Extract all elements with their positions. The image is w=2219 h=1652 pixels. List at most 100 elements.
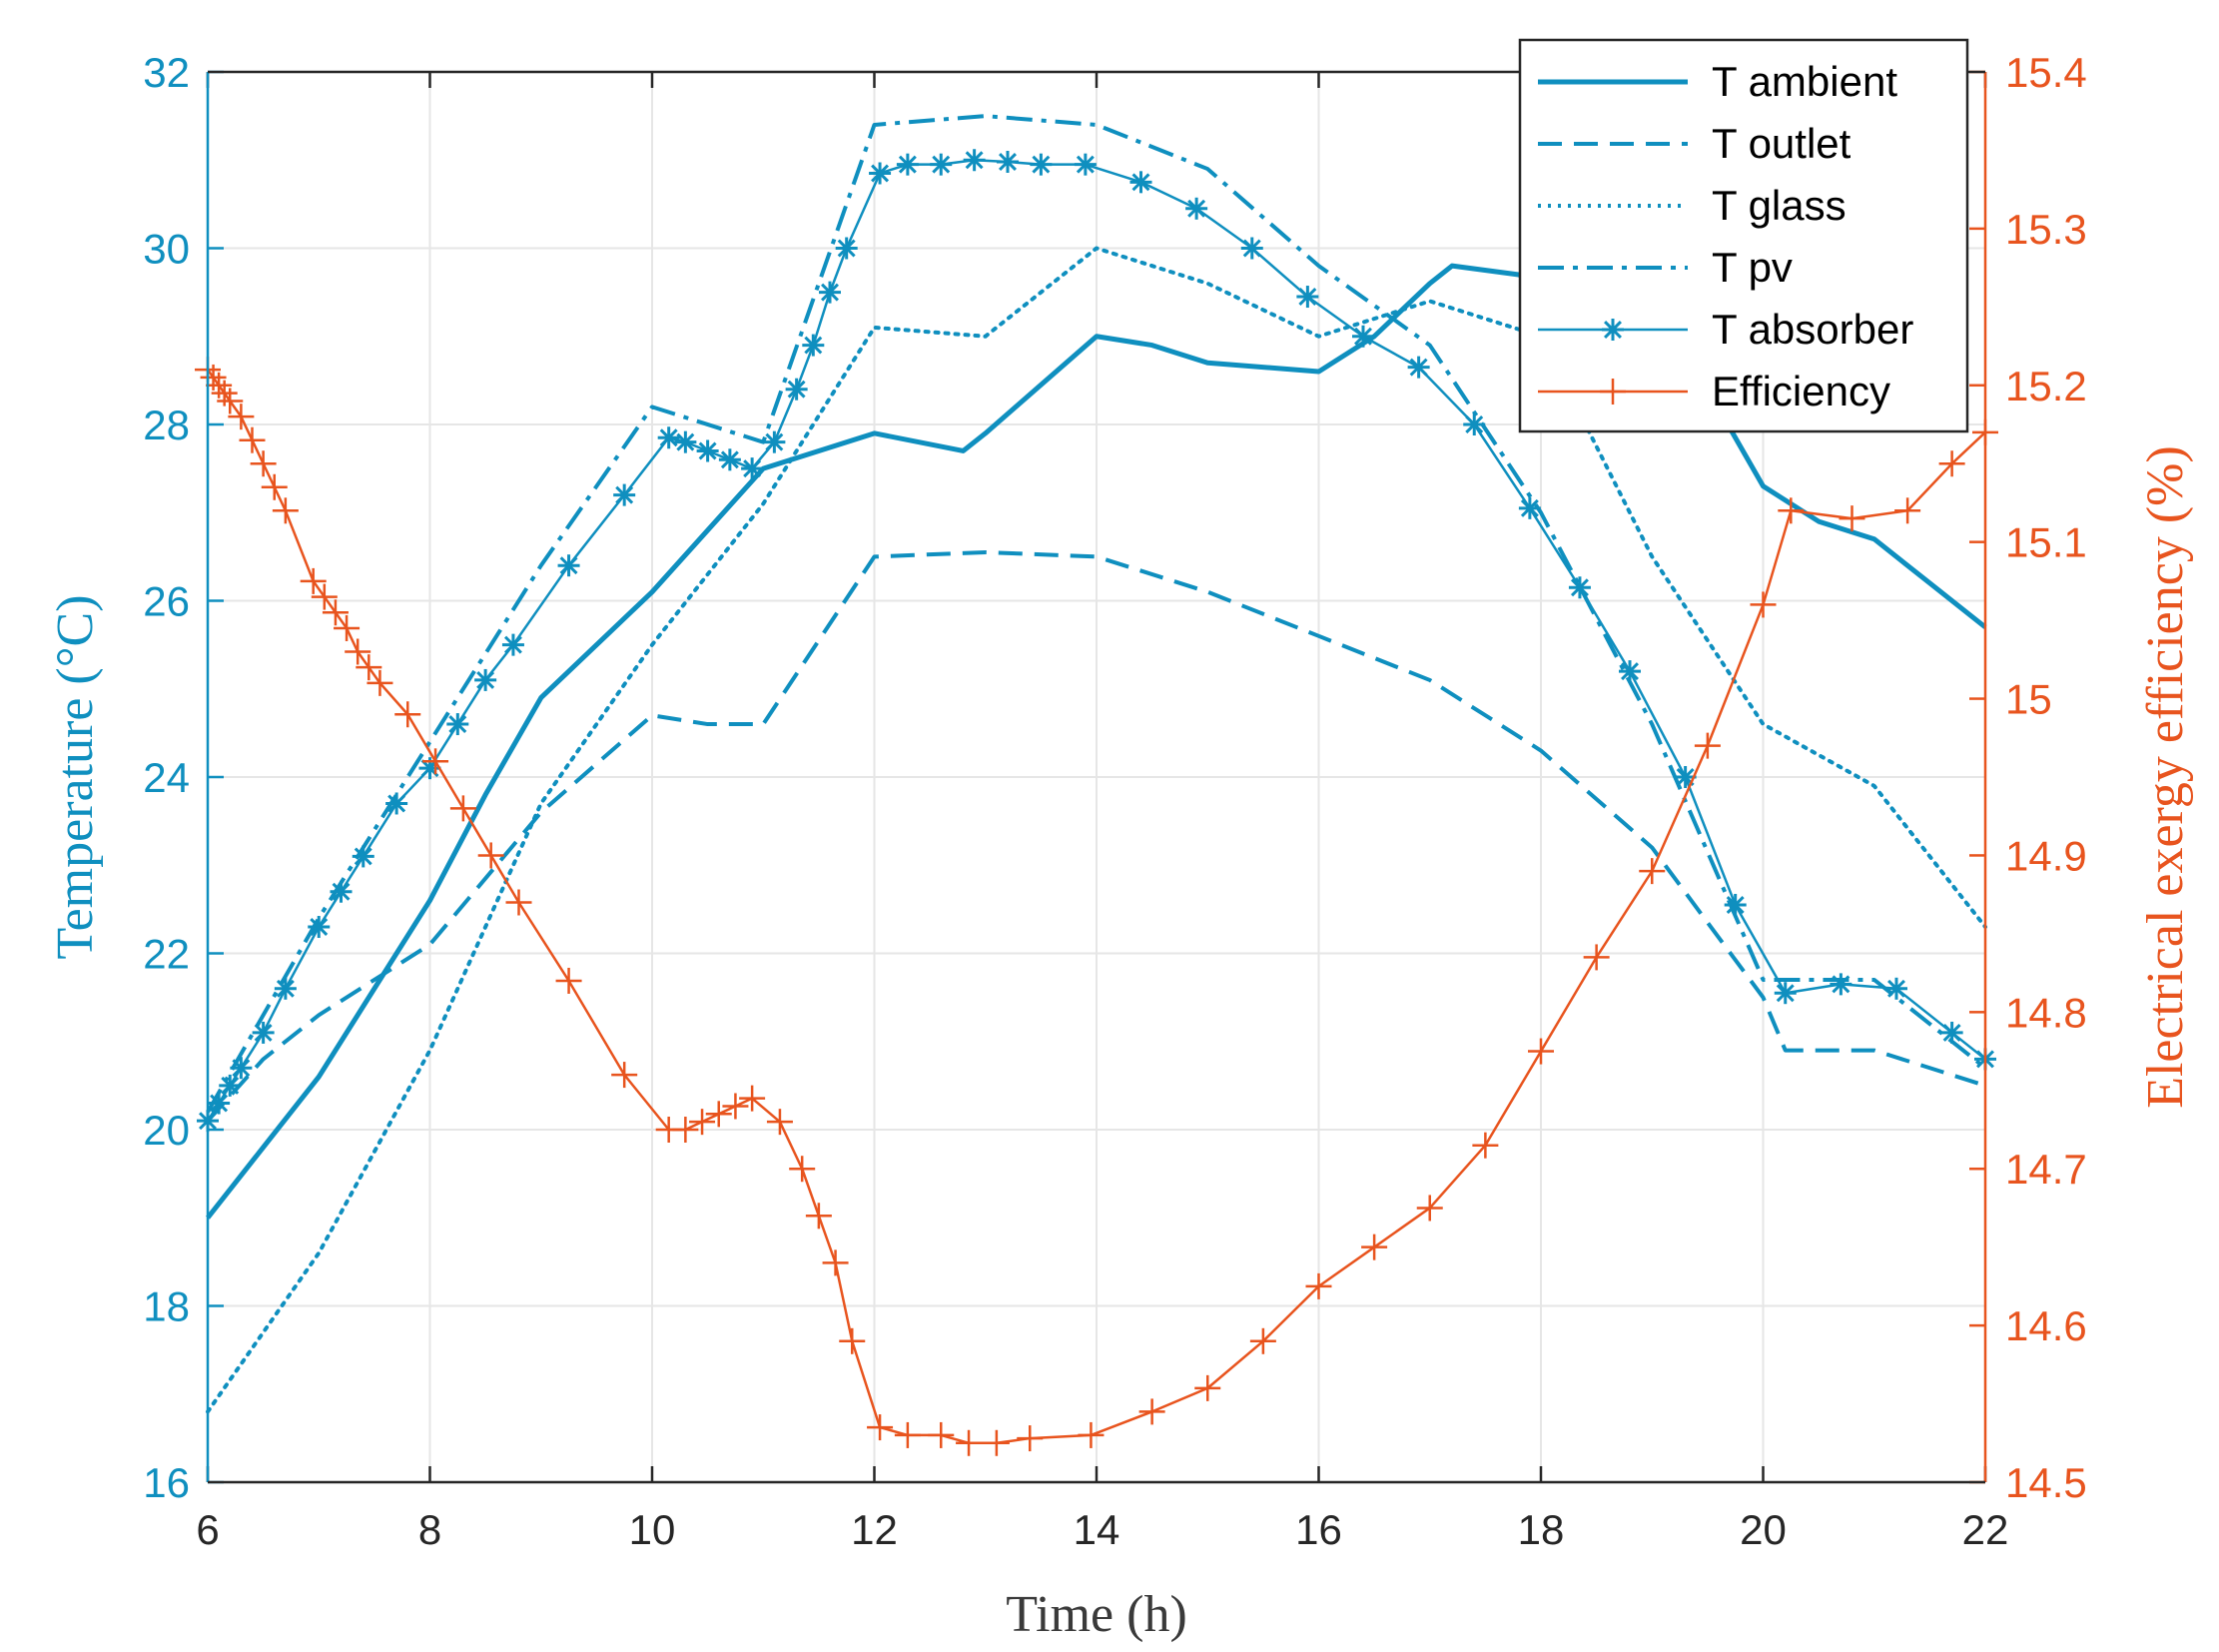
marker-t-absorber	[210, 1094, 229, 1113]
right-y-tick-label: 15.2	[2005, 363, 2087, 410]
marker-t-absorber	[559, 556, 578, 575]
marker-t-absorber	[221, 1076, 240, 1095]
legend-marker-t-absorber	[1604, 321, 1622, 339]
data-point-efficiency	[839, 1327, 866, 1354]
left-y-tick-label: 24	[143, 754, 190, 801]
data-point-efficiency	[1361, 1234, 1388, 1260]
marker-t-absorber	[1032, 155, 1051, 174]
marker-t-absorber	[821, 283, 839, 302]
data-point-efficiency	[766, 1109, 793, 1136]
x-tick-label: 12	[851, 1506, 898, 1553]
marker-t-absorber	[871, 164, 890, 183]
x-tick-label: 10	[629, 1506, 676, 1553]
marker-t-absorber	[1726, 895, 1745, 914]
legend-label-t-outlet: T outlet	[1712, 120, 1851, 167]
x-tick-label: 22	[1962, 1506, 2009, 1553]
data-point-t-absorber	[501, 633, 524, 656]
data-point-efficiency	[722, 1093, 749, 1120]
marker-t-absorber	[332, 882, 351, 901]
data-point-efficiency	[805, 1203, 832, 1230]
data-point-t-absorber	[274, 977, 297, 1000]
marker-t-absorber	[1187, 199, 1206, 218]
data-point-efficiency	[1894, 497, 1921, 524]
marker-t-absorber	[476, 670, 495, 689]
data-point-efficiency	[449, 795, 476, 822]
right-axis-title: Electrical exergy efficiency (%)	[2137, 445, 2194, 1109]
right-y-tick-label: 14.5	[2005, 1459, 2087, 1506]
data-point-t-absorber	[1030, 153, 1053, 176]
data-point-efficiency	[705, 1101, 732, 1128]
data-point-efficiency	[1017, 1425, 1044, 1452]
x-tick-label: 14	[1074, 1506, 1120, 1553]
data-point-efficiency	[1194, 1374, 1221, 1401]
marker-t-absorber	[615, 485, 634, 504]
data-point-efficiency	[367, 669, 393, 696]
data-point-efficiency	[1305, 1272, 1332, 1299]
data-point-t-absorber	[785, 378, 808, 401]
right-y-tick-label: 14.7	[2005, 1146, 2087, 1193]
marker-t-absorber	[1942, 1023, 1961, 1042]
data-point-t-absorber	[330, 880, 353, 903]
data-point-efficiency	[311, 583, 338, 610]
data-point-t-absorber	[1185, 197, 1208, 220]
data-point-t-absorber	[557, 554, 580, 577]
left-y-tick-label: 18	[143, 1283, 190, 1330]
marker-t-absorber	[1776, 984, 1795, 1003]
data-point-t-absorber	[1885, 977, 1907, 1000]
marker-t-absorber	[354, 847, 372, 866]
marker-t-absorber	[787, 380, 806, 399]
x-tick-label: 16	[1295, 1506, 1342, 1553]
data-point-t-absorber	[230, 1057, 253, 1080]
legend-item-t-outlet: T outlet	[1538, 120, 1851, 167]
marker-t-absorber	[1832, 975, 1850, 994]
tick-labels: 6 8 10 12 14 16 18 20 22 16 18 20 22 24 26 28 30 32 14.5 14…	[143, 49, 2086, 1553]
data-point-efficiency	[928, 1421, 955, 1448]
data-point-t-absorber	[385, 792, 408, 815]
marker-t-absorber	[1131, 173, 1150, 192]
legend-item-t-absorber: T absorber	[1538, 306, 1913, 353]
data-point-t-absorber	[930, 153, 953, 176]
data-point-efficiency	[394, 701, 421, 728]
legend-label-t-ambient: T ambient	[1712, 58, 1897, 105]
data-point-efficiency	[300, 567, 327, 594]
marker-t-absorber	[1242, 239, 1261, 258]
data-point-t-absorber	[1074, 153, 1097, 176]
marker-t-absorber	[898, 155, 917, 174]
data-point-t-absorber	[219, 1074, 242, 1097]
data-point-t-absorber	[252, 1021, 275, 1044]
data-point-efficiency	[261, 473, 288, 500]
data-point-t-absorber	[896, 153, 919, 176]
marker-t-absorber	[232, 1059, 251, 1078]
series-line-t-outlet	[206, 549, 1986, 1123]
data-point-t-absorber	[1240, 237, 1263, 260]
marker-t-absorber	[1676, 768, 1695, 786]
left-y-tick-label: 32	[143, 49, 190, 96]
x-tick-label: 8	[418, 1506, 441, 1553]
marker-t-absorber	[999, 153, 1017, 171]
marker-t-absorber	[676, 432, 695, 451]
series-t-ambient	[206, 263, 1987, 1220]
data-point-efficiency	[1639, 858, 1666, 885]
data-point-t-absorber	[696, 439, 719, 462]
data-point-efficiency	[611, 1062, 638, 1089]
left-y-tick-label: 28	[143, 402, 190, 448]
marker-t-absorber	[1298, 288, 1317, 307]
left-axis-title: Temperature (°C)	[47, 594, 104, 959]
legend-label-t-absorber: T absorber	[1712, 306, 1913, 353]
left-y-tick-label: 30	[143, 226, 190, 273]
left-y-tick-label: 22	[143, 931, 190, 978]
right-y-tick-label: 15.4	[2005, 49, 2087, 96]
marker-t-absorber	[387, 794, 406, 813]
marker-t-absorber	[310, 918, 329, 937]
data-point-efficiency	[1583, 944, 1610, 971]
data-point-t-absorber	[613, 483, 636, 506]
legend-item-t-ambient: T ambient	[1538, 58, 1897, 105]
legend-item-efficiency: Efficiency	[1538, 368, 1890, 414]
data-point-efficiency	[1416, 1195, 1443, 1222]
data-point-efficiency	[555, 967, 582, 994]
left-y-tick-label: 20	[143, 1107, 190, 1154]
right-y-tick-label: 14.8	[2005, 989, 2087, 1036]
marker-t-absorber	[965, 151, 984, 170]
data-point-efficiency	[228, 404, 255, 430]
